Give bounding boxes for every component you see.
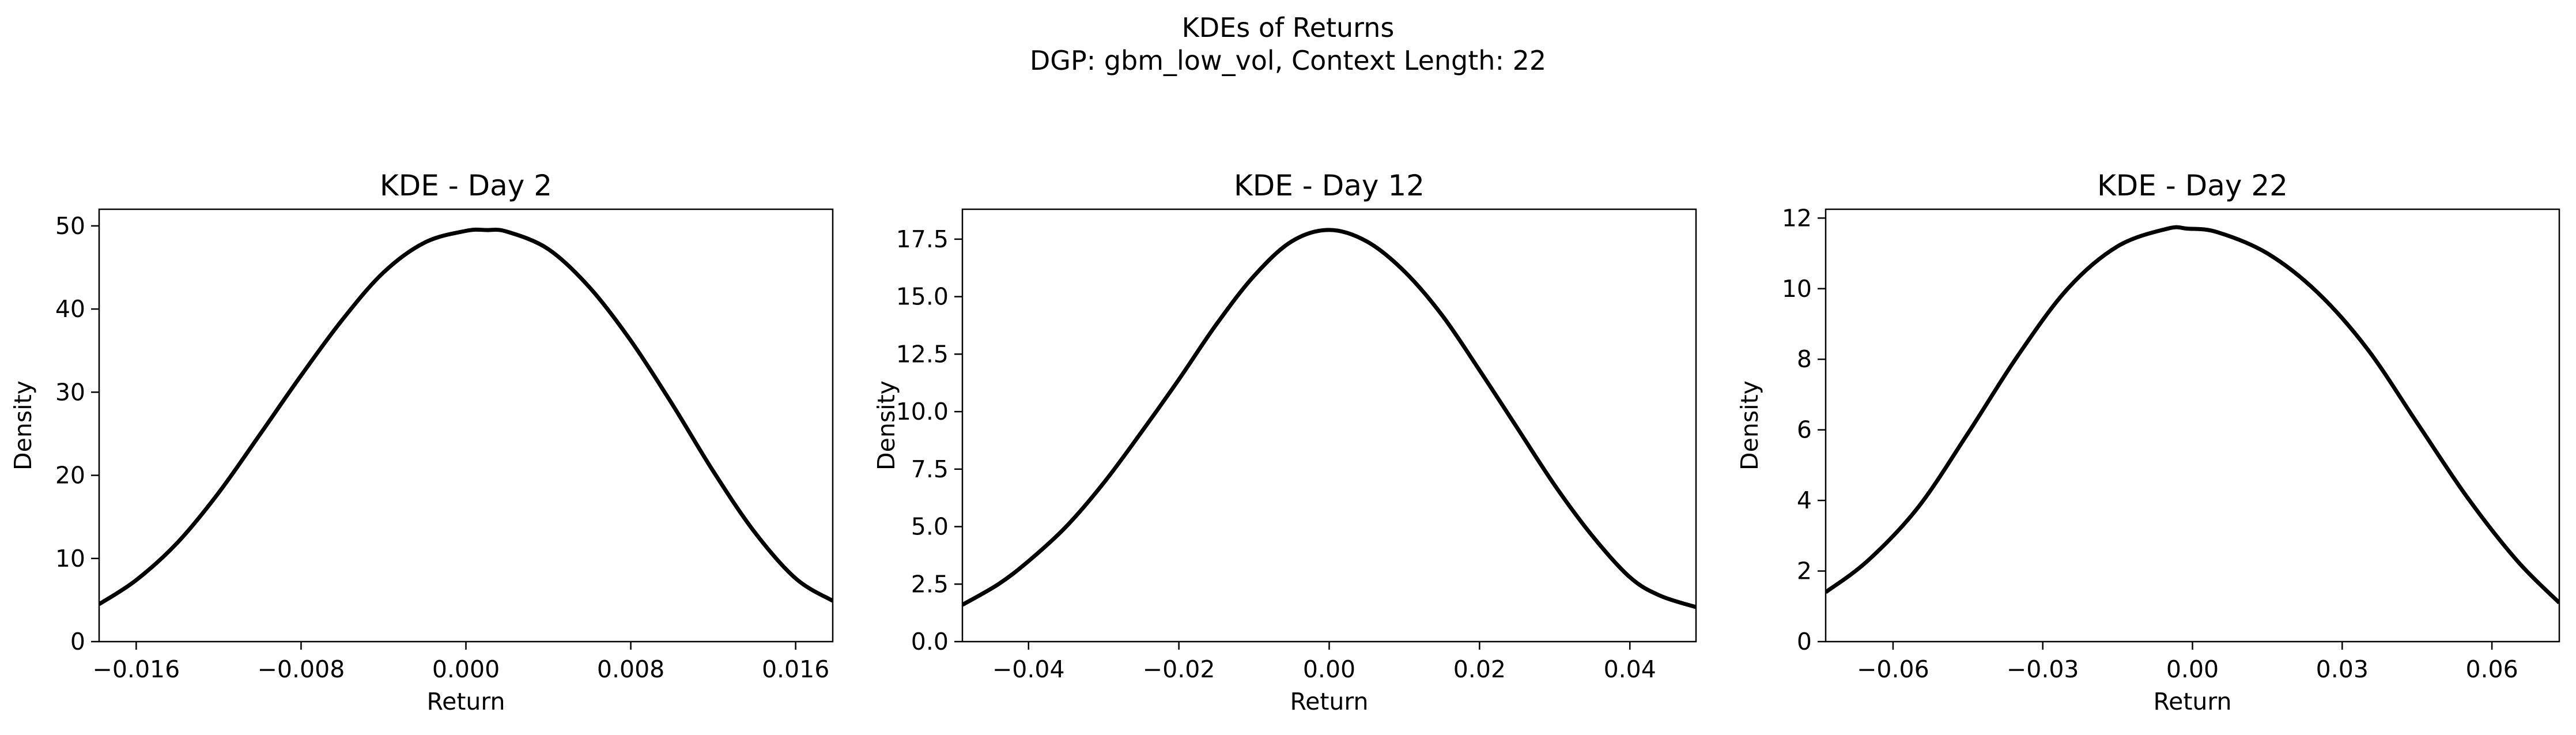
x-tick-label: 0.06 (2465, 655, 2518, 683)
y-tick-label: 12.5 (896, 340, 949, 368)
x-tick-label: 0.04 (1604, 655, 1656, 683)
y-tick-label: 50 (55, 212, 85, 240)
x-tick-label: −0.06 (1857, 655, 1929, 683)
y-tick-label: 12 (1782, 204, 1812, 232)
y-axis-label: Density (872, 380, 900, 470)
x-tick-label: −0.02 (1143, 655, 1215, 683)
x-tick-label: 0.008 (597, 655, 664, 683)
x-tick-label: −0.016 (92, 655, 180, 683)
x-tick-label: 0.00 (1303, 655, 1355, 683)
kde-panel-day-12: KDE - Day 12 Return Density −0.04 −0.02 0.… (872, 169, 1697, 715)
x-tick-label: 0.00 (2166, 655, 2219, 683)
kde-panel-day-22: KDE - Day 22 Return Density −0.06 −0.03 0.… (1736, 169, 2560, 715)
y-axis-label: Density (9, 380, 37, 470)
y-tick-label: 8 (1797, 345, 1812, 373)
x-axis-label: Return (2153, 688, 2231, 715)
x-tick-label: −0.008 (258, 655, 345, 683)
y-tick-label: 2 (1797, 557, 1812, 585)
y-tick-label: 30 (55, 378, 85, 406)
y-tick-label: 4 (1797, 487, 1812, 514)
x-tick-label: 0.02 (1453, 655, 1506, 683)
panel-title: KDE - Day 2 (380, 169, 552, 202)
y-tick-label: 0 (1797, 628, 1812, 655)
y-tick-label: 20 (55, 462, 85, 489)
y-tick-label: 5.0 (911, 513, 949, 541)
kde-curve (99, 227, 833, 606)
kde-curve (962, 228, 1696, 609)
x-tick-label: 0.016 (762, 655, 829, 683)
x-axis-label: Return (1290, 688, 1368, 715)
y-axis-label: Density (1736, 380, 1763, 470)
y-tick-label: 40 (55, 295, 85, 323)
figure-subtitle: DGP: gbm_low_vol, Context Length: 22 (1030, 45, 1546, 76)
y-tick-label: 10.0 (896, 398, 949, 425)
panel-title: KDE - Day 22 (2097, 169, 2288, 202)
y-tick-label: 0 (70, 628, 85, 655)
x-tick-label: −0.03 (2007, 655, 2079, 683)
panel-title: KDE - Day 12 (1234, 169, 1425, 202)
kde-panel-day-2: KDE - Day 2 Return Density −0.016 −0.008 0… (9, 169, 834, 715)
kde-curve (1826, 225, 2559, 605)
y-tick-label: 10 (1782, 275, 1812, 303)
y-tick-label: 0.0 (911, 628, 949, 655)
y-tick-label: 7.5 (911, 455, 949, 483)
y-tick-label: 15.0 (896, 283, 949, 311)
x-tick-label: 0.000 (432, 655, 500, 683)
figure-title: KDEs of Returns (1182, 12, 1395, 43)
x-tick-label: −0.04 (992, 655, 1065, 683)
x-tick-label: 0.03 (2316, 655, 2369, 683)
x-axis-label: Return (426, 688, 505, 715)
y-tick-label: 2.5 (911, 570, 949, 598)
y-tick-label: 10 (55, 545, 85, 572)
y-tick-label: 17.5 (896, 225, 949, 253)
y-tick-label: 6 (1797, 416, 1812, 444)
